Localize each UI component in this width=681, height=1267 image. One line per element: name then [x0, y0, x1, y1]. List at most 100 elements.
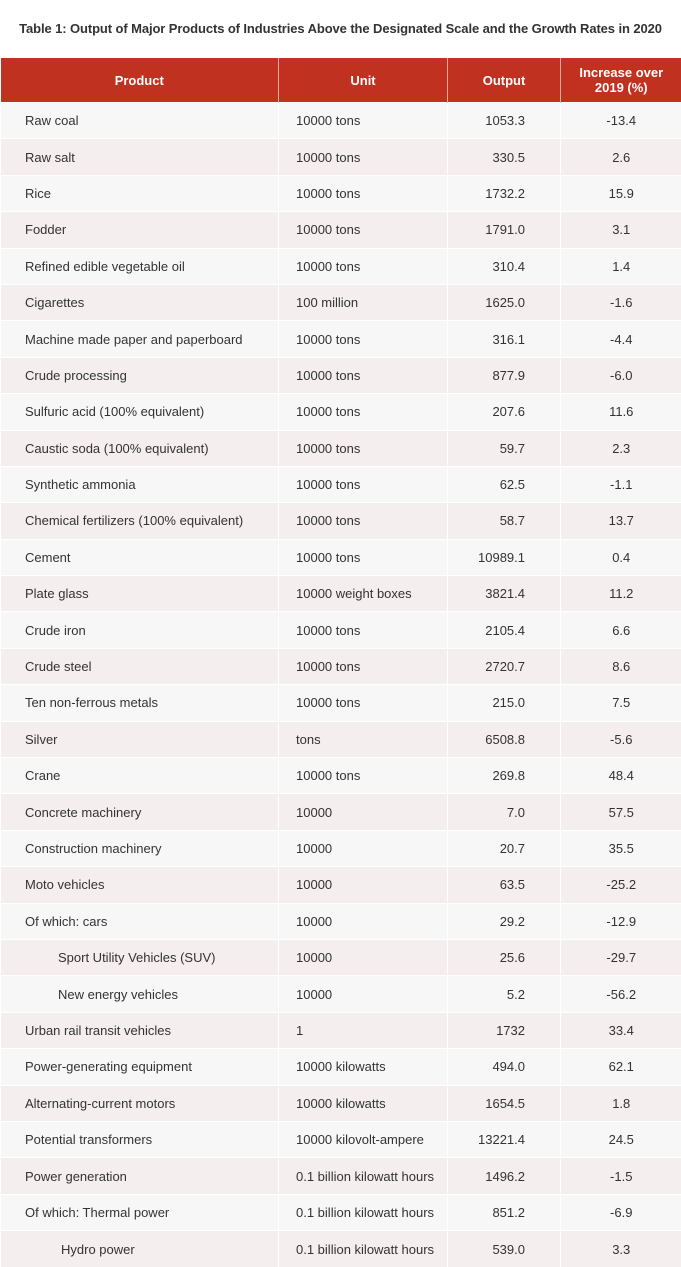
header-increase: Increase over 2019 (%)	[560, 58, 681, 103]
table-row: Synthetic ammonia 10000 tons 62.5 -1.1	[0, 465, 681, 503]
cell-output: 5.2	[447, 975, 561, 1013]
cell-output: 310.4	[447, 247, 561, 285]
table-row: Sulfuric acid (100% equivalent) 10000 ton…	[0, 393, 681, 431]
cell-output: 13221.4	[447, 1120, 561, 1158]
table-row: Crane 10000 tons 269.8 48.4	[0, 757, 681, 794]
cell-product: Of which: Thermal power	[0, 1193, 279, 1231]
cell-increase: 3.1	[560, 211, 681, 249]
cell-product: Alternating-current motors	[0, 1084, 279, 1122]
cell-output: 539.0	[447, 1230, 561, 1267]
cell-output: 851.2	[447, 1193, 561, 1231]
cell-output: 1654.5	[447, 1084, 561, 1122]
cell-product: Plate glass	[0, 575, 279, 612]
cell-increase: -12.9	[560, 902, 681, 940]
cell-output: 207.6	[447, 393, 561, 431]
cell-unit: 0.1 billion kilowatt hours	[278, 1157, 448, 1195]
cell-product: Urban rail transit vehicles	[0, 1011, 279, 1049]
table-row: Refined edible vegetable oil 10000 tons 31…	[0, 247, 681, 285]
cell-unit: 10000 tons	[278, 757, 448, 794]
cell-product: Construction machinery	[0, 829, 279, 867]
cell-product: Cigarettes	[0, 283, 279, 321]
cell-increase: 33.4	[560, 1011, 681, 1049]
cell-product: Caustic soda (100% equivalent)	[0, 429, 279, 467]
cell-unit: 10000	[278, 975, 448, 1013]
cell-unit: 10000	[278, 829, 448, 867]
cell-increase: 7.5	[560, 684, 681, 722]
cell-unit: 10000 tons	[278, 611, 448, 649]
table-row: Rice 10000 tons 1732.2 15.9	[0, 174, 681, 212]
table-row: Silver tons 6508.8 -5.6	[0, 720, 681, 758]
cell-output: 63.5	[447, 866, 561, 904]
table-row: Plate glass 10000 weight boxes 3821.4 11.2	[0, 575, 681, 612]
cell-unit: 10000 tons	[278, 211, 448, 249]
cell-unit: 10000 tons	[278, 502, 448, 540]
cell-increase: 35.5	[560, 829, 681, 867]
cell-product: Crude iron	[0, 611, 279, 649]
cell-unit: 10000	[278, 938, 448, 976]
cell-output: 877.9	[447, 356, 561, 394]
table-row: Chemical fertilizers (100% equivalent) 10…	[0, 502, 681, 540]
cell-unit: 0.1 billion kilowatt hours	[278, 1230, 448, 1267]
cell-product: Potential transformers	[0, 1120, 279, 1158]
cell-increase: -6.9	[560, 1193, 681, 1231]
cell-product: Crude steel	[0, 647, 279, 685]
table-row: Machine made paper and paperboard 10000 t…	[0, 320, 681, 358]
table-row: Caustic soda (100% equivalent) 10000 tons…	[0, 429, 681, 467]
cell-output: 29.2	[447, 902, 561, 940]
cell-unit: 10000 tons	[278, 429, 448, 467]
cell-product: Hydro power	[0, 1230, 279, 1267]
cell-output: 10989.1	[447, 538, 561, 576]
cell-unit: 10000 tons	[278, 320, 448, 358]
cell-unit: 10000 tons	[278, 247, 448, 285]
table-row: Raw salt 10000 tons 330.5 2.6	[0, 138, 681, 176]
table-row: Hydro power 0.1 billion kilowatt hours 539…	[0, 1230, 681, 1267]
cell-unit: 10000	[278, 793, 448, 831]
cell-increase: 3.3	[560, 1230, 681, 1267]
cell-unit: 10000 kilovolt-ampere	[278, 1120, 448, 1158]
cell-output: 1791.0	[447, 211, 561, 249]
table-row: Ten non-ferrous metals 10000 tons 215.0 7.5	[0, 684, 681, 722]
cell-increase: 2.3	[560, 429, 681, 467]
table-title: Table 1: Output of Major Products of Ind…	[19, 21, 662, 36]
cell-product: Synthetic ammonia	[0, 465, 279, 503]
cell-increase: 57.5	[560, 793, 681, 831]
header-output: Output	[447, 58, 561, 103]
cell-unit: 10000 tons	[278, 684, 448, 722]
table-row: Cement 10000 tons 10989.1 0.4	[0, 538, 681, 576]
cell-product: Fodder	[0, 211, 279, 249]
cell-product: Ten non-ferrous metals	[0, 684, 279, 722]
table-row: Moto vehicles 10000 63.5 -25.2	[0, 866, 681, 904]
cell-output: 7.0	[447, 793, 561, 831]
cell-output: 2720.7	[447, 647, 561, 685]
cell-product: Rice	[0, 174, 279, 212]
cell-increase: -29.7	[560, 938, 681, 976]
cell-output: 215.0	[447, 684, 561, 722]
cell-unit: tons	[278, 720, 448, 758]
table-row: Fodder 10000 tons 1791.0 3.1	[0, 211, 681, 249]
table-row: Of which: Thermal power 0.1 billion kilow…	[0, 1193, 681, 1231]
cell-output: 25.6	[447, 938, 561, 976]
cell-output: 62.5	[447, 465, 561, 503]
table-row: Sport Utility Vehicles (SUV) 10000 25.6 -29…	[0, 938, 681, 976]
table-row: Cigarettes 100 million 1625.0 -1.6	[0, 283, 681, 321]
table-row: Of which: cars 10000 29.2 -12.9	[0, 902, 681, 940]
table-row: Construction machinery 10000 20.7 35.5	[0, 829, 681, 867]
table-row: New energy vehicles 10000 5.2 -56.2	[0, 975, 681, 1013]
cell-product: Of which: cars	[0, 902, 279, 940]
table-row: Concrete machinery 10000 7.0 57.5	[0, 793, 681, 831]
cell-unit: 10000	[278, 866, 448, 904]
cell-output: 59.7	[447, 429, 561, 467]
cell-product: Refined edible vegetable oil	[0, 247, 279, 285]
cell-increase: 13.7	[560, 502, 681, 540]
cell-unit: 10000 tons	[278, 356, 448, 394]
cell-product: Chemical fertilizers (100% equivalent)	[0, 502, 279, 540]
cell-output: 1496.2	[447, 1157, 561, 1195]
cell-output: 2105.4	[447, 611, 561, 649]
cell-unit: 10000 kilowatts	[278, 1084, 448, 1122]
cell-increase: 2.6	[560, 138, 681, 176]
cell-output: 6508.8	[447, 720, 561, 758]
cell-unit: 10000 kilowatts	[278, 1048, 448, 1086]
cell-increase: 6.6	[560, 611, 681, 649]
cell-unit: 10000 tons	[278, 465, 448, 503]
cell-product: Raw salt	[0, 138, 279, 176]
